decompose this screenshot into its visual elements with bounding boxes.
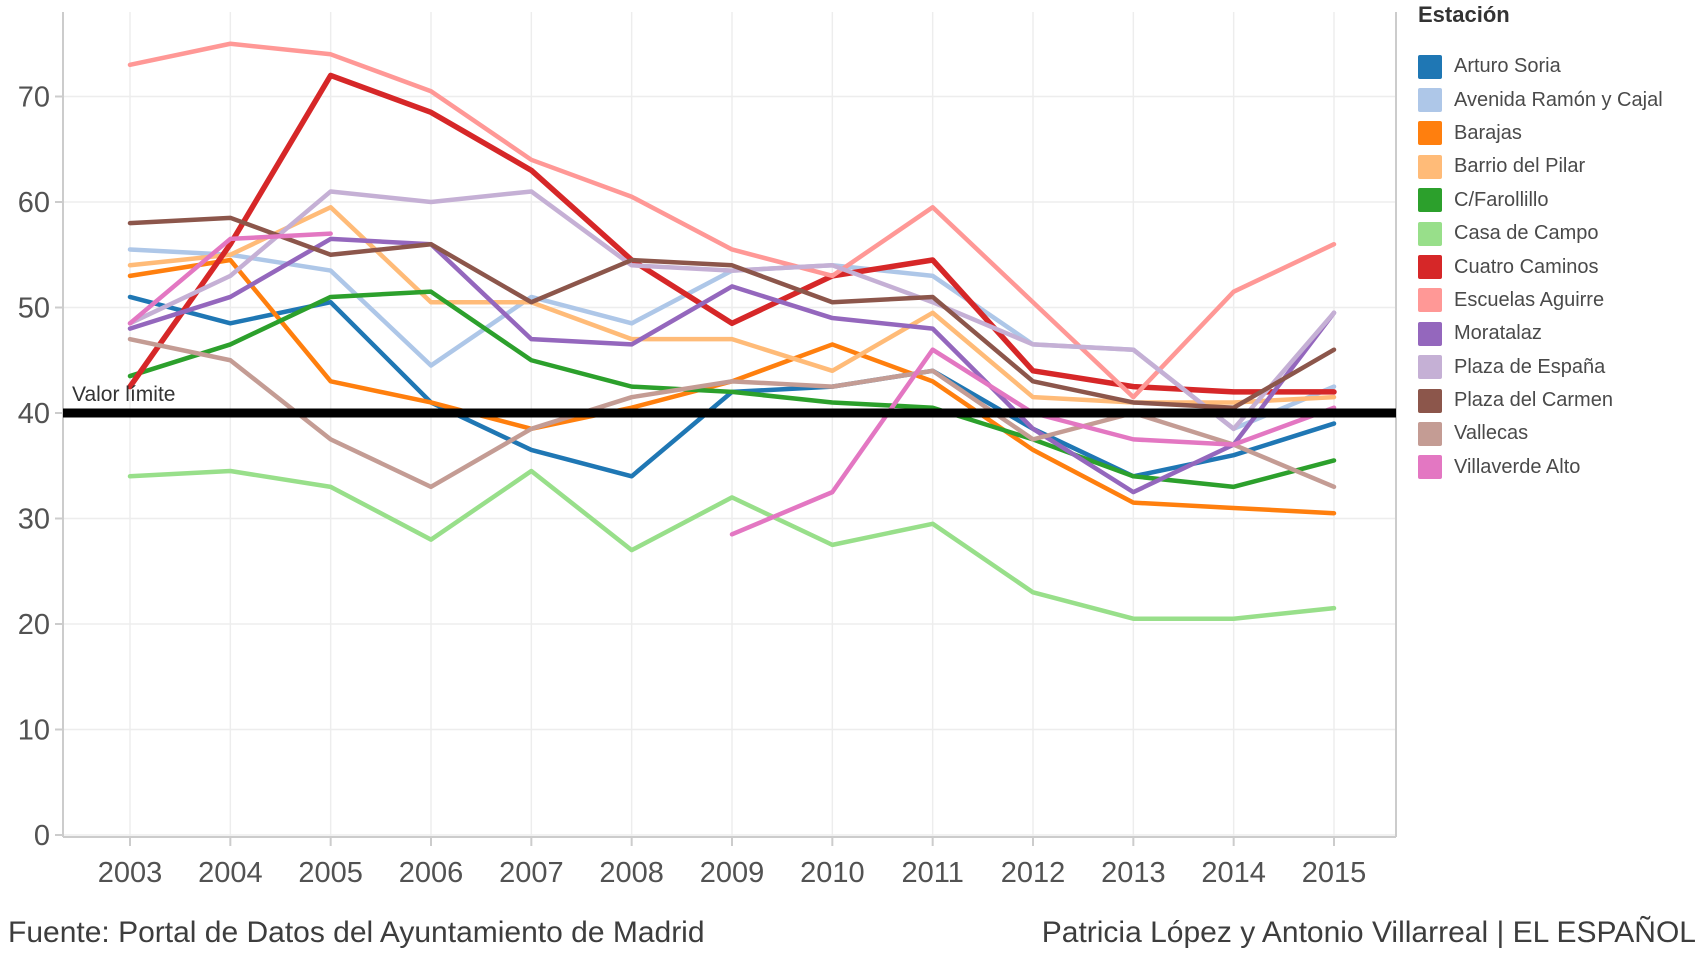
legend-swatch <box>1418 188 1442 213</box>
x-tick-label: 2011 <box>901 857 963 889</box>
legend-swatch <box>1418 421 1442 446</box>
legend-swatch <box>1418 321 1442 346</box>
x-tick-label: 2009 <box>700 857 765 889</box>
y-tick-label: 50 <box>18 293 50 325</box>
legend-swatch <box>1418 154 1442 179</box>
x-tick-label: 2010 <box>800 857 865 889</box>
limit-line-label: Valor límite <box>72 383 175 406</box>
legend-item: Avenida Ramón y Cajal <box>1418 83 1698 116</box>
y-tick-label: 70 <box>18 82 50 114</box>
legend-item: Plaza de España <box>1418 351 1698 384</box>
legend-swatch <box>1418 221 1442 246</box>
series-line <box>127 236 1337 495</box>
legend-swatch <box>1418 88 1442 113</box>
legend-swatch <box>1418 355 1442 380</box>
series-line <box>127 189 1337 432</box>
legend-label: Barrio del Pilar <box>1454 155 1586 178</box>
legend-item: Plaza del Carmen <box>1418 384 1698 417</box>
chart-legend: Estación Arturo Soria Avenida Ramón y Caj… <box>1418 2 1698 484</box>
legend-label: Barajas <box>1454 121 1522 144</box>
legend-item: Vallecas <box>1418 417 1698 450</box>
legend-item: Casa de Campo <box>1418 217 1698 250</box>
series-line <box>127 72 1337 395</box>
legend-label: Avenida Ramón y Cajal <box>1454 88 1663 111</box>
legend-label: Plaza de España <box>1454 355 1606 378</box>
legend-label: Villaverde Alto <box>1454 455 1581 478</box>
legend-swatch <box>1418 255 1442 280</box>
y-tick-label: 30 <box>18 504 50 536</box>
x-tick-label: 2006 <box>399 857 464 889</box>
series-line <box>127 41 1337 400</box>
legend-swatch <box>1418 54 1442 79</box>
legend-label: Arturo Soria <box>1454 55 1561 78</box>
legend-item: Moratalaz <box>1418 317 1698 350</box>
legend-item: Cuatro Caminos <box>1418 250 1698 283</box>
y-tick-label: 60 <box>18 187 50 219</box>
x-tick-label: 2007 <box>499 857 564 889</box>
legend-label: C/Farollillo <box>1454 188 1549 211</box>
legend-item: Escuelas Aguirre <box>1418 284 1698 317</box>
x-tick-label: 2004 <box>198 857 263 889</box>
source-caption: Fuente: Portal de Datos del Ayuntamiento… <box>8 916 705 949</box>
legend-label: Moratalaz <box>1454 322 1542 345</box>
x-tick-label: 2012 <box>1001 857 1066 889</box>
legend-item: Arturo Soria <box>1418 50 1698 83</box>
legend-label: Plaza del Carmen <box>1454 389 1613 412</box>
y-tick-label: 0 <box>34 820 50 852</box>
x-tick-label: 2005 <box>298 857 363 889</box>
x-tick-label: 2013 <box>1101 857 1166 889</box>
series-line <box>127 231 333 326</box>
legend-swatch <box>1418 388 1442 413</box>
legend-item: Barajas <box>1418 117 1698 150</box>
legend-label: Escuelas Aguirre <box>1454 288 1605 311</box>
x-tick-label: 2015 <box>1302 857 1367 889</box>
legend-title: Estación <box>1418 2 1510 27</box>
legend-label: Casa de Campo <box>1454 222 1599 245</box>
legend-label: Vallecas <box>1454 422 1529 445</box>
series-line <box>127 215 1337 410</box>
legend-swatch <box>1418 288 1442 313</box>
legend-swatch <box>1418 121 1442 146</box>
legend-label: Cuatro Caminos <box>1454 255 1599 278</box>
x-tick-label: 2003 <box>98 857 163 889</box>
y-tick-label: 40 <box>18 398 50 430</box>
legend-rows: Arturo Soria Avenida Ramón y Cajal Barajas… <box>1418 50 1698 484</box>
x-tick-label: 2014 <box>1201 857 1266 889</box>
legend-item: Barrio del Pilar <box>1418 150 1698 183</box>
x-tick-label: 2008 <box>599 857 664 889</box>
credit-caption: Patricia López y Antonio Villarreal | EL… <box>1041 916 1696 949</box>
y-tick-label: 20 <box>18 609 50 641</box>
legend-item: C/Farollillo <box>1418 184 1698 217</box>
series-line <box>127 468 1337 621</box>
series-line <box>127 289 1337 490</box>
legend-swatch <box>1418 455 1442 480</box>
y-tick-label: 10 <box>18 715 50 747</box>
line-chart: 0 10 20 30 40 50 60 70 2003 2004 2005 2006 2007 2008 2… <box>18 12 1397 889</box>
legend-item: Villaverde Alto <box>1418 451 1698 484</box>
